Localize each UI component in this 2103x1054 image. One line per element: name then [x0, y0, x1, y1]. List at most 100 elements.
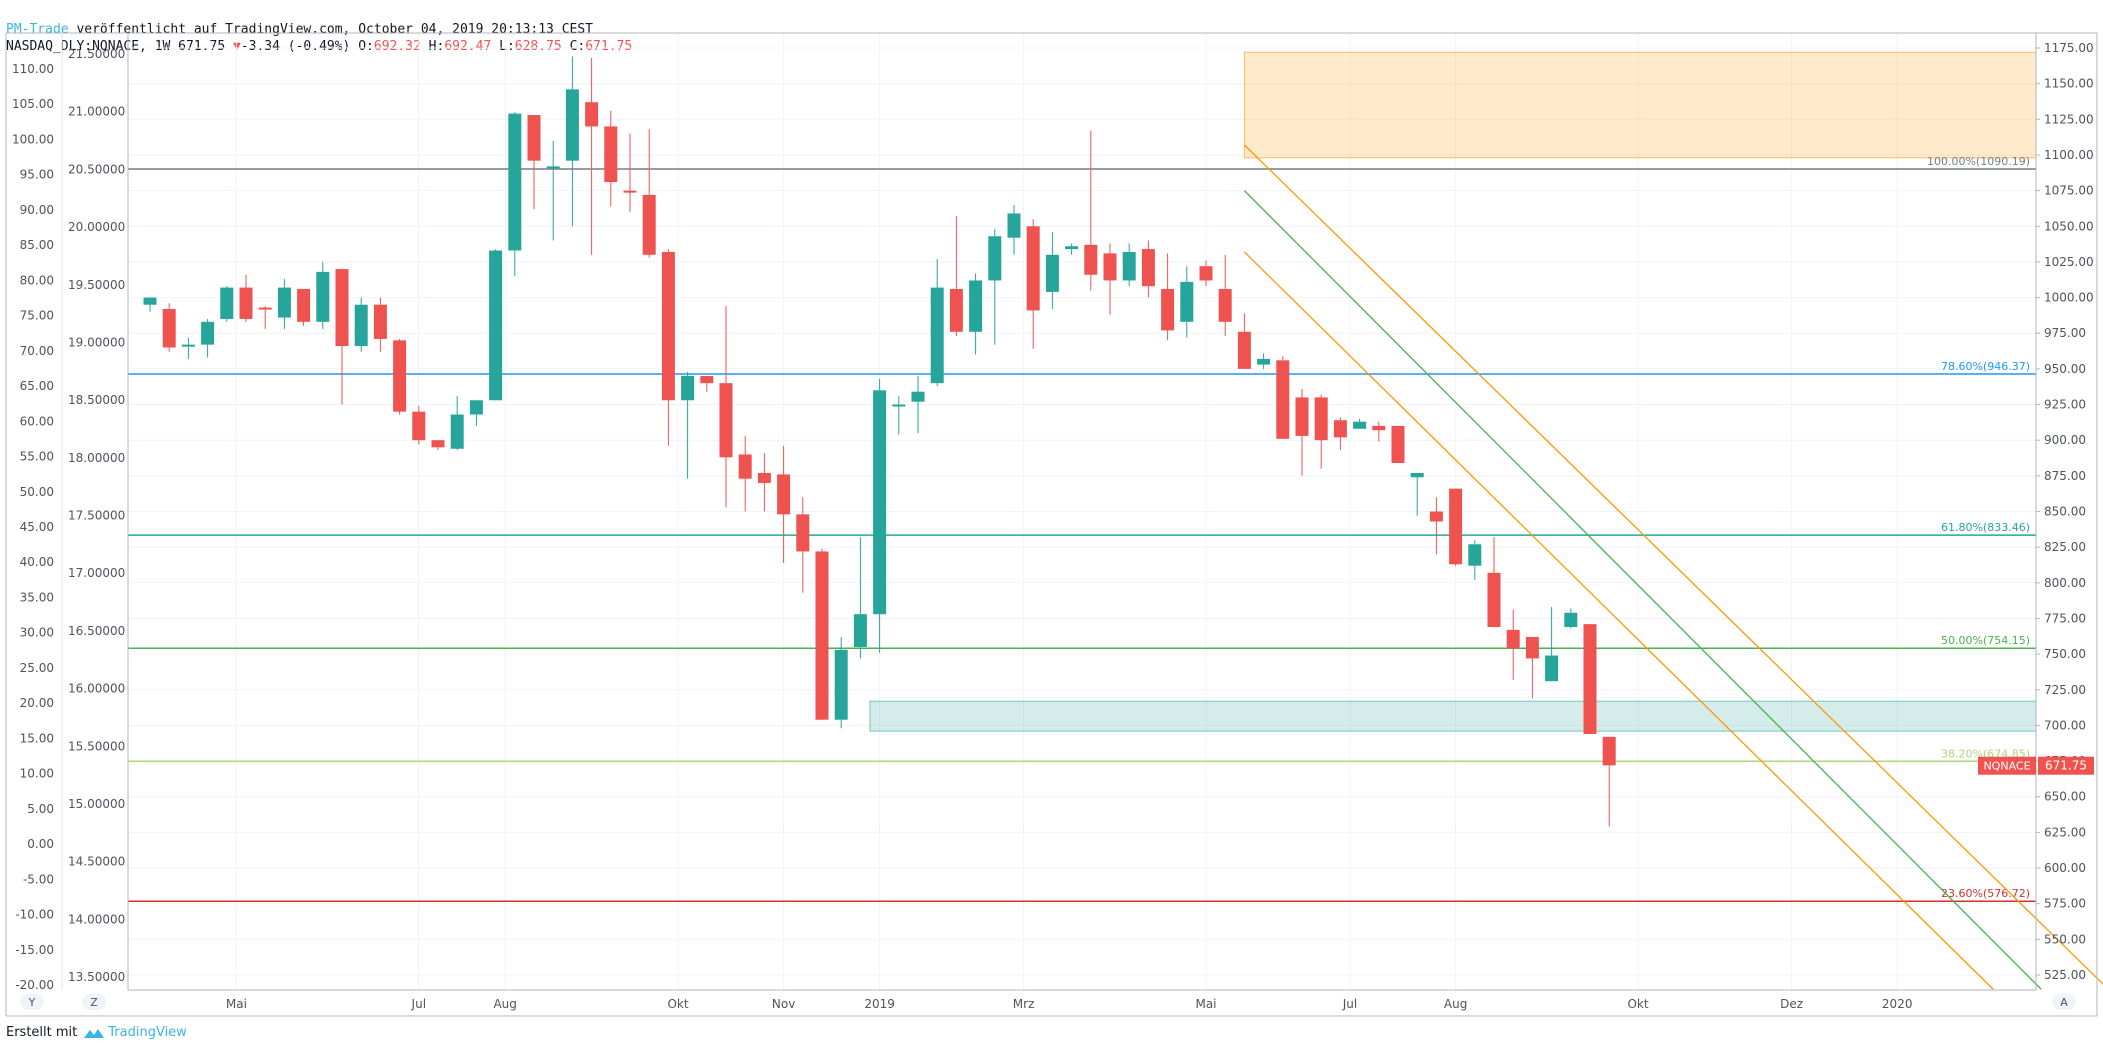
fib-level-label: 100.00%(1090.19) [1927, 155, 2030, 168]
left2-axis-tick-label: 20.50000 [68, 162, 125, 176]
candle-body [815, 551, 829, 720]
candle-body [642, 194, 656, 255]
right-axis-tick-label: 1100.00 [2044, 148, 2094, 162]
right-axis-tick-label: 625.00 [2044, 825, 2086, 839]
channel-lines-layer [1243, 144, 2103, 990]
change-value: -3.34 (-0.49%) [240, 39, 351, 54]
candle-body [738, 454, 752, 479]
left-axis-tick-label: -5.00 [23, 872, 54, 886]
candle-body [201, 321, 215, 345]
left-axis-tick-label: 5.00 [27, 802, 54, 816]
left-axis-tick-label: 110.00 [12, 62, 54, 76]
candle-body [1026, 226, 1040, 311]
left-axis-tick-label: -20.00 [15, 978, 54, 992]
candle-body [1410, 472, 1424, 478]
left2-axis-tick-label: 16.50000 [68, 624, 125, 638]
right-axis-tick-label: 925.00 [2044, 398, 2086, 412]
left2-axis-tick-label: 16.00000 [68, 682, 125, 696]
candle-body [1276, 360, 1290, 439]
candle-body [489, 250, 503, 401]
channel-line [1243, 190, 2042, 990]
last-price-tag-value: 671.75 [2045, 759, 2087, 773]
candle-body [661, 251, 675, 401]
candle-body [412, 411, 426, 441]
x-axis-tick-label: Aug [493, 997, 516, 1011]
left2-axis-tick-label: 21.00000 [68, 105, 125, 119]
candle-body [873, 390, 887, 615]
x-axis-tick-label: Okt [667, 997, 688, 1011]
zoom-button[interactable]: Z [82, 994, 106, 1010]
symbol-price-tag [1978, 756, 2036, 775]
left2-axis-tick-label: 20.00000 [68, 220, 125, 234]
fib-level-label: 61.80%(833.46) [1941, 521, 2030, 534]
log-scale-button[interactable]: Y [20, 994, 44, 1010]
candles-layer [143, 56, 1616, 827]
left-axis-tick-label: 10.00 [20, 767, 54, 781]
tradingview-logo[interactable]: TradingView [83, 1025, 187, 1040]
x-axis-tick-label: Nov [772, 997, 795, 1011]
candle-body [949, 289, 963, 332]
right-axis-tick-label: 1075.00 [2044, 184, 2094, 198]
fib-level-label: 78.60%(946.37) [1941, 360, 2030, 373]
candle-body [508, 113, 522, 251]
candle-body [565, 89, 579, 161]
candle-body [1468, 544, 1482, 566]
right-axis-tick-label: 725.00 [2044, 683, 2086, 697]
candle-body [1141, 249, 1155, 287]
created-by-text: Erstellt mit [6, 1025, 78, 1040]
left2-axis-tick-label: 17.50000 [68, 509, 125, 523]
right-axis-tick-label: 825.00 [2044, 540, 2086, 554]
candle-body [393, 340, 407, 412]
tradingview-logo-text: TradingView [108, 1025, 187, 1040]
x-axis-tick-label: Okt [1627, 997, 1648, 1011]
left-axis-tick-label: 50.00 [20, 485, 54, 499]
left-axis-tick-label: 100.00 [12, 132, 54, 146]
candle-body [623, 190, 637, 193]
close-label: C: [561, 39, 586, 54]
right-axis-tick-label: 1125.00 [2044, 112, 2094, 126]
candle-body [930, 287, 944, 384]
candle-body [431, 440, 445, 448]
left-axis-tick-label: 55.00 [20, 450, 54, 464]
left-axis-tick-label: -15.00 [15, 943, 54, 957]
candle-body [1525, 637, 1539, 659]
candle-body [911, 391, 925, 402]
x-axis-tick-label: Mai [226, 997, 247, 1011]
high-value: 692.47 [444, 39, 492, 54]
left2-axis-tick-label: 18.50000 [68, 393, 125, 407]
candle-body [604, 126, 618, 183]
left-axis-tick-label: 90.00 [20, 203, 54, 217]
left-axis-tick-label: 60.00 [20, 414, 54, 428]
right-axis-tick-label: 1000.00 [2044, 291, 2094, 305]
axes-layer: 1175.00 1150.00 1125.00 1100.00 1075.00 1050.… [5, 32, 2098, 1017]
right-axis-tick-label: 1025.00 [2044, 255, 2094, 269]
left-axis-tick-label: 35.00 [20, 590, 54, 604]
left-axis-tick-label: 20.00 [20, 696, 54, 710]
right-axis-tick-label: 900.00 [2044, 433, 2086, 447]
candle-body [220, 287, 234, 319]
candle-body [1065, 246, 1079, 250]
left-axis-tick-label: 15.00 [20, 731, 54, 745]
candle-body [1506, 629, 1520, 649]
left2-axis-tick-label: 19.50000 [68, 278, 125, 292]
left2-axis-tick-label: 15.00000 [68, 797, 125, 811]
left-axis-tick-label: 40.00 [20, 555, 54, 569]
candle-body [335, 269, 349, 347]
candle-body [988, 236, 1002, 281]
candle-body [585, 102, 599, 127]
candle-body [1122, 251, 1136, 281]
candle-body [1583, 624, 1597, 734]
candle-body [469, 400, 483, 415]
candle-body [450, 414, 464, 449]
right-axis-tick-label: 800.00 [2044, 576, 2086, 590]
left2-axis-tick-label: 13.50000 [68, 970, 125, 984]
candle-body [239, 287, 253, 319]
right-axis-tick-label: 775.00 [2044, 611, 2086, 625]
candle-body [1353, 421, 1367, 429]
x-axis-tick-label: 2019 [864, 997, 895, 1011]
right-axis-tick-label: 850.00 [2044, 505, 2086, 519]
tradingview-logo-icon [84, 1028, 105, 1038]
candle-body [1391, 425, 1405, 464]
auto-scale-button[interactable]: A [2052, 994, 2076, 1010]
